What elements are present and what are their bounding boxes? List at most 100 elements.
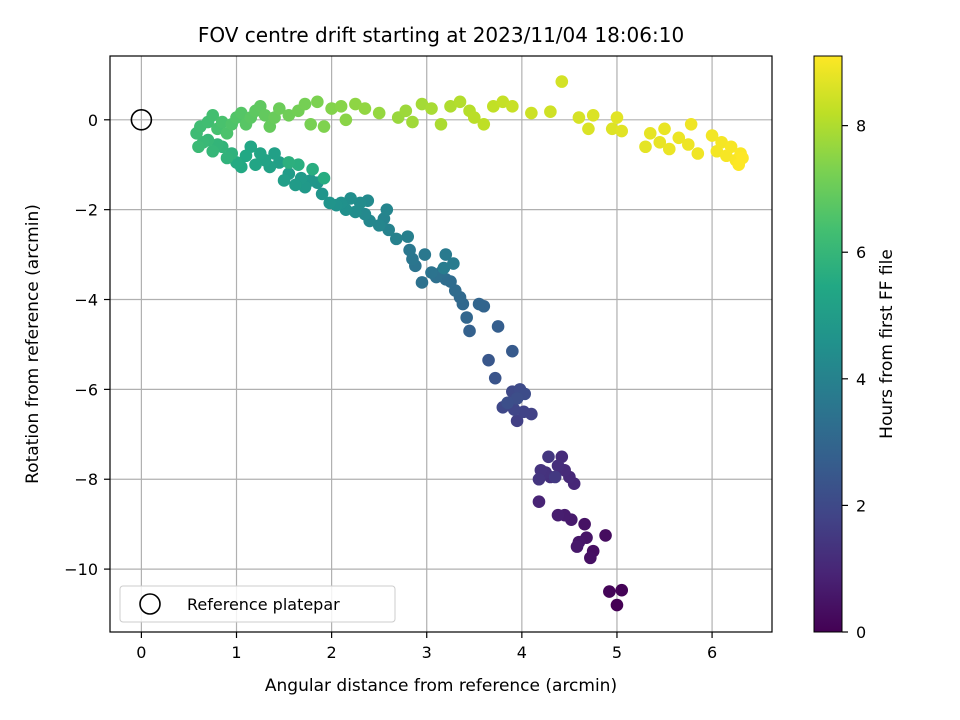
x-tick-label: 6 bbox=[707, 643, 717, 662]
data-point bbox=[372, 219, 386, 232]
data-point bbox=[643, 126, 657, 140]
data-point bbox=[358, 102, 372, 115]
data-point bbox=[525, 106, 538, 120]
scatter-points bbox=[190, 75, 749, 612]
data-point bbox=[380, 203, 394, 216]
x-tick-label: 3 bbox=[422, 643, 432, 662]
data-point bbox=[510, 392, 524, 405]
data-point bbox=[258, 109, 272, 122]
data-point bbox=[268, 147, 281, 160]
data-point bbox=[605, 122, 619, 136]
data-point bbox=[418, 248, 432, 261]
data-point bbox=[215, 115, 229, 129]
y-tick-label: −10 bbox=[64, 560, 98, 579]
x-tick-label: 5 bbox=[612, 643, 622, 662]
x-axis-ticks: 0 1 2 3 4 5 6 bbox=[136, 632, 717, 662]
data-point bbox=[510, 414, 524, 428]
y-tick-label: −2 bbox=[74, 201, 98, 220]
data-point bbox=[467, 111, 481, 124]
data-point bbox=[306, 162, 319, 176]
data-point bbox=[715, 135, 728, 149]
data-point bbox=[691, 147, 705, 160]
data-point bbox=[289, 178, 302, 192]
data-point bbox=[344, 192, 357, 205]
y-axis-ticks: 0 −2 −4 −6 −8 −10 bbox=[64, 111, 110, 579]
data-point bbox=[389, 232, 403, 246]
data-point bbox=[487, 100, 500, 113]
data-point bbox=[639, 140, 652, 154]
data-point bbox=[192, 140, 205, 154]
data-point bbox=[349, 205, 362, 219]
legend-marker-reference bbox=[139, 593, 161, 615]
data-point bbox=[282, 109, 296, 122]
data-point bbox=[447, 257, 460, 270]
data-point bbox=[220, 151, 234, 165]
legend: Reference platepar bbox=[119, 585, 396, 623]
data-point bbox=[425, 102, 438, 115]
data-point bbox=[372, 106, 386, 120]
data-point bbox=[453, 95, 467, 109]
x-tick-label: 0 bbox=[136, 643, 146, 662]
data-point bbox=[532, 495, 546, 509]
data-point bbox=[517, 405, 531, 419]
data-point bbox=[584, 551, 597, 565]
data-point bbox=[460, 311, 473, 324]
data-point bbox=[653, 135, 667, 149]
y-axis-title: Rotation from reference (arcmin) bbox=[23, 204, 43, 484]
data-point bbox=[506, 344, 519, 358]
data-point bbox=[496, 95, 510, 109]
data-point bbox=[658, 122, 671, 136]
data-point bbox=[439, 248, 453, 261]
data-point bbox=[610, 111, 624, 124]
data-point bbox=[684, 117, 698, 131]
data-point bbox=[239, 149, 253, 163]
data-point bbox=[206, 109, 220, 122]
colorbar-tick-label: 8 bbox=[856, 117, 866, 136]
data-point bbox=[542, 450, 555, 464]
data-point bbox=[334, 100, 348, 113]
data-point bbox=[578, 517, 591, 531]
data-point bbox=[323, 196, 337, 210]
x-tick-label: 1 bbox=[231, 643, 241, 662]
data-point bbox=[249, 158, 262, 172]
data-point bbox=[317, 120, 331, 133]
colorbar-tick-label: 4 bbox=[856, 370, 866, 389]
data-point bbox=[234, 106, 248, 120]
data-point bbox=[491, 320, 505, 333]
data-point bbox=[298, 97, 312, 111]
data-point bbox=[551, 459, 565, 473]
data-point bbox=[599, 529, 612, 542]
data-point bbox=[482, 353, 495, 367]
data-point bbox=[399, 104, 413, 118]
data-point bbox=[615, 583, 629, 597]
colorbar-ticks: 0 2 4 6 8 bbox=[842, 117, 866, 642]
chart-title: FOV centre drift starting at 2023/11/04 … bbox=[198, 23, 684, 47]
colorbar: 0 2 4 6 8 Hours from first FF file bbox=[813, 55, 897, 642]
y-tick-label: −4 bbox=[74, 291, 98, 310]
colorbar-tick-label: 0 bbox=[856, 623, 866, 642]
data-point bbox=[544, 105, 557, 119]
colorbar-gradient bbox=[813, 55, 843, 633]
plot-frame bbox=[109, 55, 773, 633]
data-point bbox=[570, 540, 584, 553]
data-point bbox=[401, 230, 415, 243]
data-point bbox=[206, 144, 220, 158]
data-point bbox=[415, 97, 429, 111]
data-point bbox=[603, 585, 616, 598]
data-point bbox=[434, 117, 448, 131]
data-point bbox=[325, 102, 338, 115]
data-point bbox=[506, 100, 519, 113]
data-point bbox=[273, 102, 286, 115]
data-point bbox=[463, 324, 476, 338]
data-point bbox=[315, 187, 329, 201]
data-point bbox=[317, 171, 331, 185]
data-point bbox=[406, 115, 419, 129]
data-point bbox=[548, 470, 562, 484]
data-point bbox=[477, 117, 491, 131]
data-point bbox=[572, 111, 586, 124]
data-point bbox=[437, 261, 451, 275]
legend-box bbox=[119, 585, 396, 623]
y-tick-label: 0 bbox=[88, 111, 98, 130]
data-point bbox=[277, 174, 291, 187]
data-point bbox=[555, 75, 569, 88]
